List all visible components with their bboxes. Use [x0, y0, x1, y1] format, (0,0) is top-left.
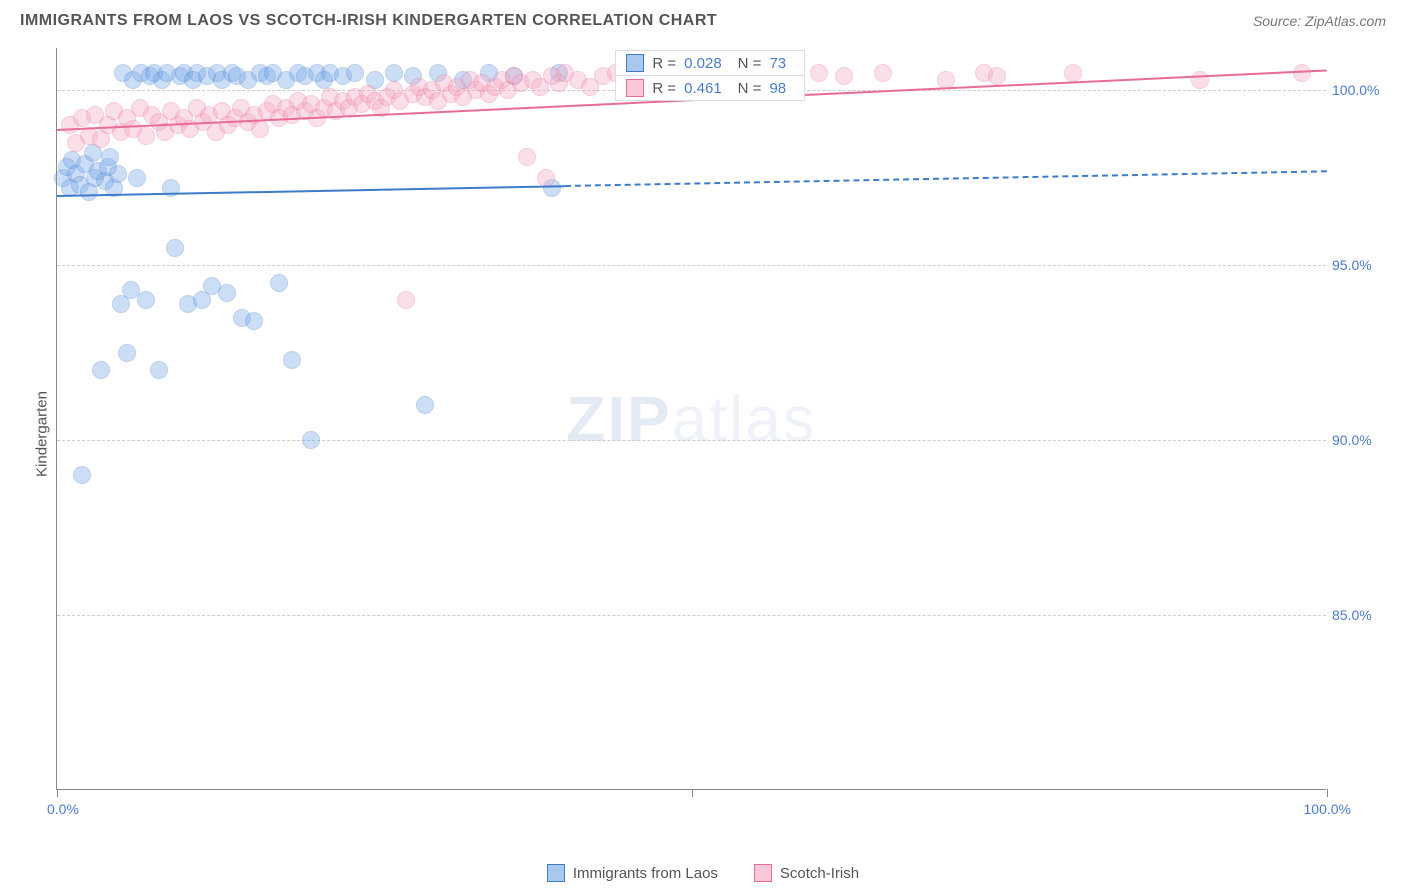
data-point — [1064, 64, 1082, 82]
data-point — [137, 127, 155, 145]
data-point — [346, 64, 364, 82]
x-tick-first: 0.0% — [47, 801, 79, 817]
y-tick-label: 85.0% — [1332, 607, 1384, 623]
r-label: R = — [652, 80, 676, 97]
data-point — [810, 64, 828, 82]
data-point — [385, 64, 403, 82]
data-point — [283, 351, 301, 369]
gridline — [57, 440, 1326, 441]
legend-label: Immigrants from Laos — [573, 865, 718, 882]
chart-legend: Immigrants from Laos Scotch-Irish — [0, 864, 1406, 882]
data-point — [251, 120, 269, 138]
data-point — [416, 396, 434, 414]
r-value: 0.028 — [684, 55, 722, 72]
r-label: R = — [652, 55, 676, 72]
data-point — [270, 274, 288, 292]
data-point — [118, 344, 136, 362]
data-point — [518, 148, 536, 166]
y-tick-label: 100.0% — [1332, 82, 1384, 98]
y-tick-label: 95.0% — [1332, 257, 1384, 273]
x-tick-last: 100.0% — [1304, 801, 1351, 817]
stats-row: R = 0.028 N = 73 — [616, 51, 804, 76]
data-point — [874, 64, 892, 82]
data-point — [397, 291, 415, 309]
legend-swatch — [547, 864, 565, 882]
x-tick-mark — [692, 789, 693, 797]
data-point — [537, 169, 555, 187]
n-label: N = — [738, 80, 762, 97]
data-point — [245, 312, 263, 330]
data-point — [101, 148, 119, 166]
data-point — [937, 71, 955, 89]
n-value: 73 — [769, 55, 786, 72]
series-swatch — [626, 54, 644, 72]
y-tick-label: 90.0% — [1332, 432, 1384, 448]
stats-box: R = 0.028 N = 73 R = 0.461 N = 98 — [615, 50, 805, 101]
legend-item: Immigrants from Laos — [547, 864, 718, 882]
data-point — [150, 361, 168, 379]
watermark: ZIPatlas — [566, 382, 817, 456]
n-value: 98 — [769, 80, 786, 97]
chart-source: Source: ZipAtlas.com — [1253, 13, 1386, 29]
stats-row: R = 0.461 N = 98 — [616, 76, 804, 100]
legend-swatch — [754, 864, 772, 882]
data-point — [166, 239, 184, 257]
legend-label: Scotch-Irish — [780, 865, 859, 882]
data-point — [302, 431, 320, 449]
gridline — [57, 265, 1326, 266]
regression-line — [57, 185, 565, 197]
scatter-plot-area: ZIPatlas 85.0%90.0%95.0%100.0%0.0%100.0%… — [56, 48, 1326, 790]
data-point — [73, 466, 91, 484]
series-swatch — [626, 79, 644, 97]
legend-item: Scotch-Irish — [754, 864, 859, 882]
data-point — [92, 361, 110, 379]
data-point — [137, 291, 155, 309]
data-point — [988, 67, 1006, 85]
data-point — [835, 67, 853, 85]
regression-line — [565, 170, 1327, 187]
data-point — [1191, 71, 1209, 89]
data-point — [128, 169, 146, 187]
data-point — [218, 284, 236, 302]
data-point — [109, 165, 127, 183]
n-label: N = — [738, 55, 762, 72]
r-value: 0.461 — [684, 80, 722, 97]
x-tick-mark — [1327, 789, 1328, 797]
gridline — [57, 615, 1326, 616]
x-tick-mark — [57, 789, 58, 797]
chart-title: IMMIGRANTS FROM LAOS VS SCOTCH-IRISH KIN… — [20, 12, 717, 30]
y-axis-label: Kindergarten — [34, 391, 51, 477]
